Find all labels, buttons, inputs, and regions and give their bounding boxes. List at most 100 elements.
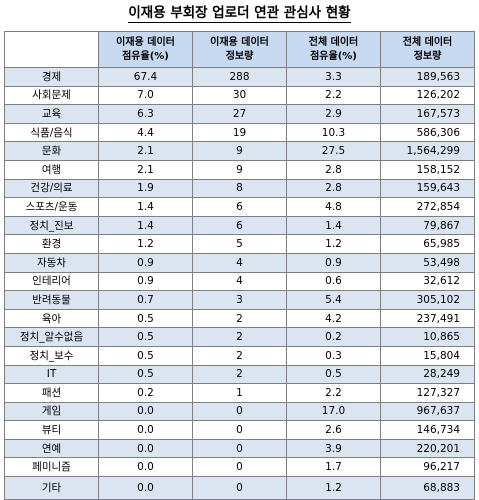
- row-category: 경제: [4, 67, 99, 87]
- row-lee-count: 5: [192, 234, 287, 254]
- row-all-share: 1.2: [286, 234, 381, 254]
- row-all-count: 32,612: [380, 271, 475, 292]
- row-all-count: 189,563: [380, 67, 475, 87]
- row-lee-count: 8: [192, 178, 287, 199]
- header-all-count: 전체 데이터 정보량: [380, 31, 475, 68]
- row-category: 사회문제: [4, 85, 99, 106]
- row-lee-count: 2: [192, 308, 287, 329]
- row-all-share: 1.7: [286, 457, 381, 478]
- table-row: 정치_알수없음 0.5 2 0.2 10,865: [4, 327, 475, 347]
- row-all-count: 586,306: [380, 122, 475, 143]
- row-category: 뷰티: [4, 420, 99, 440]
- table-row: 교육 6.3 27 2.9 167,573: [4, 104, 475, 124]
- row-all-share: 5.4: [286, 290, 381, 310]
- row-category: 육아: [4, 308, 99, 329]
- table-row: 인테리어 0.9 4 0.6 32,612: [4, 271, 475, 292]
- row-all-share: 0.9: [286, 252, 381, 273]
- header-lee-share: 이재용 데이터 점유율(%): [98, 31, 193, 68]
- row-lee-count: 1: [192, 383, 287, 403]
- row-lee-share: 0.9: [98, 271, 193, 292]
- header-blank-cell: [4, 31, 99, 68]
- row-category: 여행: [4, 159, 99, 180]
- row-all-share: 0.6: [286, 271, 381, 292]
- row-all-count: 305,102: [380, 290, 475, 310]
- row-lee-count: 6: [192, 215, 287, 236]
- page-title: 이재용 부회장 업로더 연관 관심사 현황: [0, 2, 479, 24]
- row-lee-count: 19: [192, 122, 287, 143]
- row-lee-share: 0.9: [98, 252, 193, 273]
- table-row: 건강/의료 1.9 8 2.8 159,643: [4, 178, 475, 199]
- row-lee-share: 1.9: [98, 178, 193, 199]
- row-all-count: 272,854: [380, 197, 475, 217]
- row-all-count: 127,327: [380, 383, 475, 403]
- table-row: 문화 2.1 9 27.5 1,564,299: [4, 141, 475, 161]
- table-row: 사회문제 7.0 30 2.2 126,202: [4, 85, 475, 106]
- row-all-count: 237,491: [380, 308, 475, 329]
- row-all-count: 220,201: [380, 438, 475, 459]
- table-row: 자동차 0.9 4 0.9 53,498: [4, 252, 475, 273]
- row-all-count: 158,152: [380, 159, 475, 180]
- row-all-share: 2.8: [286, 178, 381, 199]
- row-all-share: 2.6: [286, 420, 381, 440]
- row-lee-count: 0: [192, 457, 287, 478]
- row-lee-share: 0.2: [98, 383, 193, 403]
- table-row: 패션 0.2 1 2.2 127,327: [4, 383, 475, 403]
- row-all-count: 159,643: [380, 178, 475, 199]
- row-lee-count: 9: [192, 159, 287, 180]
- row-category: 건강/의료: [4, 178, 99, 199]
- row-lee-share: 2.1: [98, 141, 193, 161]
- row-lee-share: 1.4: [98, 215, 193, 236]
- table-row: 뷰티 0.0 0 2.6 146,734: [4, 420, 475, 440]
- row-lee-count: 4: [192, 271, 287, 292]
- header-all-share: 전체 데이터 점유율(%): [286, 31, 381, 68]
- row-category: 페미니즘: [4, 457, 99, 478]
- table-row: 경제 67.4 288 3.3 189,563: [4, 67, 475, 87]
- row-all-count: 146,734: [380, 420, 475, 440]
- row-all-share: 4.2: [286, 308, 381, 329]
- row-category: 정치_진보: [4, 215, 99, 236]
- row-all-share: 3.3: [286, 67, 381, 87]
- row-all-share: 17.0: [286, 401, 381, 422]
- row-all-share: 27.5: [286, 141, 381, 161]
- row-all-share: 2.8: [286, 159, 381, 180]
- row-category: 패션: [4, 383, 99, 403]
- row-lee-share: 67.4: [98, 67, 193, 87]
- row-all-count: 68,883: [380, 476, 475, 500]
- row-category: 정치_알수없음: [4, 327, 99, 347]
- row-lee-count: 0: [192, 438, 287, 459]
- table-row: 페미니즘 0.0 0 1.7 96,217: [4, 457, 475, 478]
- row-category: 인테리어: [4, 271, 99, 292]
- table-row: 환경 1.2 5 1.2 65,985: [4, 234, 475, 254]
- row-lee-share: 0.0: [98, 476, 193, 500]
- row-all-count: 65,985: [380, 234, 475, 254]
- table-header-row: 이재용 데이터 점유율(%) 이재용 데이터 정보량 전체 데이터 점유율(%) 전체…: [4, 31, 475, 68]
- row-category: 식품/음식: [4, 122, 99, 143]
- row-lee-share: 0.5: [98, 364, 193, 385]
- row-lee-share: 7.0: [98, 85, 193, 106]
- row-lee-count: 288: [192, 67, 287, 87]
- table-row: 식품/음식 4.4 19 10.3 586,306: [4, 122, 475, 143]
- row-all-share: 0.2: [286, 327, 381, 347]
- row-all-count: 79,867: [380, 215, 475, 236]
- row-all-share: 3.9: [286, 438, 381, 459]
- table-row: 게임 0.0 0 17.0 967,637: [4, 401, 475, 422]
- row-category: 반려동물: [4, 290, 99, 310]
- row-all-share: 0.5: [286, 364, 381, 385]
- row-lee-count: 4: [192, 252, 287, 273]
- table-row: 연예 0.0 0 3.9 220,201: [4, 438, 475, 459]
- row-all-count: 1,564,299: [380, 141, 475, 161]
- header-lee-count: 이재용 데이터 정보량: [192, 31, 287, 68]
- row-all-share: 0.3: [286, 345, 381, 366]
- row-lee-count: 27: [192, 104, 287, 124]
- row-all-share: 2.2: [286, 85, 381, 106]
- row-all-count: 53,498: [380, 252, 475, 273]
- row-lee-share: 1.4: [98, 197, 193, 217]
- table-row: IT 0.5 2 0.5 28,249: [4, 364, 475, 385]
- row-lee-share: 0.0: [98, 438, 193, 459]
- row-lee-count: 2: [192, 327, 287, 347]
- row-lee-count: 2: [192, 345, 287, 366]
- row-all-count: 126,202: [380, 85, 475, 106]
- row-lee-share: 0.5: [98, 345, 193, 366]
- row-lee-count: 9: [192, 141, 287, 161]
- row-category: 정치_보수: [4, 345, 99, 366]
